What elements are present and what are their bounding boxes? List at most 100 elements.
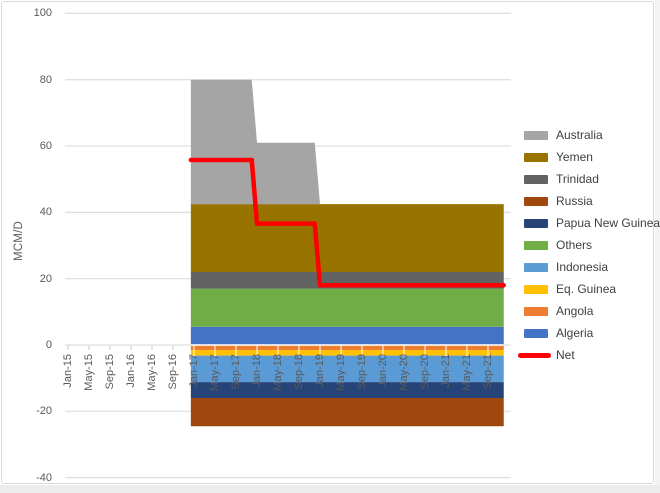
x-tick-label-text: Sep-17 (229, 354, 242, 390)
legend-area-swatch (518, 196, 554, 206)
legend-item-algeria: Algeria (518, 322, 660, 344)
legend-item-angola: Angola (518, 300, 660, 322)
swatch-color (518, 352, 551, 358)
swatch-color (524, 196, 548, 206)
area-algeria (190, 326, 504, 345)
swatch-color (524, 218, 548, 228)
legend-label: Algeria (556, 326, 594, 340)
swatch-color (524, 240, 548, 250)
x-tick-label-text: May-16 (145, 354, 158, 391)
legend-label: Angola (556, 304, 594, 318)
x-tick-label-text: Sep-19 (355, 354, 368, 390)
area-papua-new-guinea (190, 382, 504, 399)
x-tick-label-text: Sep-20 (418, 354, 431, 390)
swatch-color (524, 174, 548, 184)
legend-label: Trinidad (556, 172, 599, 186)
x-tick-label: Jan-18 (251, 350, 264, 388)
y-tick-label: 60 (39, 140, 52, 153)
legend-label: Australia (556, 128, 603, 142)
y-tick-label: 20 (39, 272, 52, 285)
x-tick-label-text: Sep-21 (481, 354, 494, 390)
y-tick-label: 40 (39, 206, 52, 219)
legend-label: Others (556, 238, 593, 252)
y-tick-label: -20 (36, 405, 52, 418)
swatch-color (524, 152, 548, 162)
legend-item-others: Others (518, 234, 660, 256)
x-tick-label: May-18 (272, 350, 285, 391)
legend-area-swatch (518, 306, 554, 316)
x-tick-label: May-21 (461, 350, 474, 391)
legend-label: Eq. Guinea (556, 282, 617, 296)
x-tick-label-text: May-17 (208, 354, 221, 391)
legend-label: Papua New Guinea (556, 216, 660, 230)
x-tick-label: May-16 (146, 350, 159, 391)
x-tick-label-text: Jan-15 (61, 354, 74, 388)
x-tick-label-text: Sep-18 (292, 354, 305, 390)
legend: Australia Yemen Trinidad Russia Papua New Gu… (518, 124, 660, 366)
y-axis-title-text: MCM/D (13, 221, 25, 261)
x-tick-label-text: May-18 (271, 354, 284, 391)
x-tick-label: Sep-20 (419, 350, 432, 389)
x-tick-label: Jan-16 (125, 350, 138, 388)
legend-area-swatch (518, 174, 554, 184)
x-tick-label: Sep-21 (482, 350, 495, 389)
outside-right-strip (655, 0, 660, 485)
legend-item-net: Net (518, 344, 660, 366)
area-others (190, 288, 504, 327)
y-tick-label: 100 (33, 7, 52, 20)
x-tick-label: May-19 (335, 350, 348, 391)
swatch-color (524, 130, 548, 140)
area-australia (190, 79, 504, 205)
x-tick-label: Jan-15 (62, 350, 75, 388)
x-tick-label-text: May-21 (460, 354, 473, 391)
area-russia (190, 398, 504, 427)
x-tick-label: May-20 (398, 350, 411, 391)
legend-item-eq-guinea: Eq. Guinea (518, 278, 660, 300)
legend-label: Indonesia (556, 260, 609, 274)
legend-area-swatch (518, 240, 554, 250)
legend-label: Net (556, 348, 575, 362)
legend-line-swatch (518, 352, 554, 358)
x-tick-label-text: Sep-16 (166, 354, 179, 390)
area-indonesia (190, 355, 504, 383)
x-tick-label: May-17 (209, 350, 222, 391)
x-tick-label-text: May-15 (82, 354, 95, 391)
legend-item-indonesia: Indonesia (518, 256, 660, 278)
net-line (188, 157, 506, 288)
x-tick-label: Jan-17 (188, 350, 201, 388)
x-tick-label-text: Jan-16 (124, 354, 137, 388)
x-tick-label: Jan-21 (440, 350, 453, 388)
y-tick-label: -40 (36, 471, 52, 484)
legend-item-trinidad: Trinidad (518, 168, 660, 190)
swatch-color (524, 328, 548, 338)
x-tick-label-text: May-19 (334, 354, 347, 391)
y-tick-label: 0 (45, 339, 52, 351)
legend-area-swatch (518, 284, 554, 294)
legend-area-swatch (518, 262, 554, 272)
y-tick-label: 80 (39, 73, 52, 86)
y-axis-title: MCM/D (13, 221, 53, 261)
legend-area-swatch (518, 218, 554, 228)
legend-item-yemen: Yemen (518, 146, 660, 168)
x-tick-label: Sep-16 (167, 350, 180, 389)
x-tick-label-text: Jan-19 (313, 354, 326, 388)
swatch-color (524, 306, 548, 316)
x-tick-label-text: Sep-15 (103, 354, 116, 390)
x-tick-label: Sep-18 (293, 350, 306, 389)
swatch-color (524, 262, 548, 272)
x-tick-label: Jan-20 (377, 350, 390, 388)
x-tick-label: Sep-17 (230, 350, 243, 389)
swatch-color (524, 284, 548, 294)
x-tick-label-text: Jan-21 (439, 354, 452, 388)
x-tick-label: Sep-15 (104, 350, 117, 389)
legend-label: Yemen (556, 150, 593, 164)
legend-label: Russia (556, 194, 593, 208)
x-tick-label: Jan-19 (314, 350, 327, 388)
legend-item-papua-new-guinea: Papua New Guinea (518, 212, 660, 234)
x-tick-label-text: May-20 (397, 354, 410, 391)
legend-area-swatch (518, 152, 554, 162)
legend-area-swatch (518, 130, 554, 140)
x-tick-label-text: Jan-18 (250, 354, 263, 388)
